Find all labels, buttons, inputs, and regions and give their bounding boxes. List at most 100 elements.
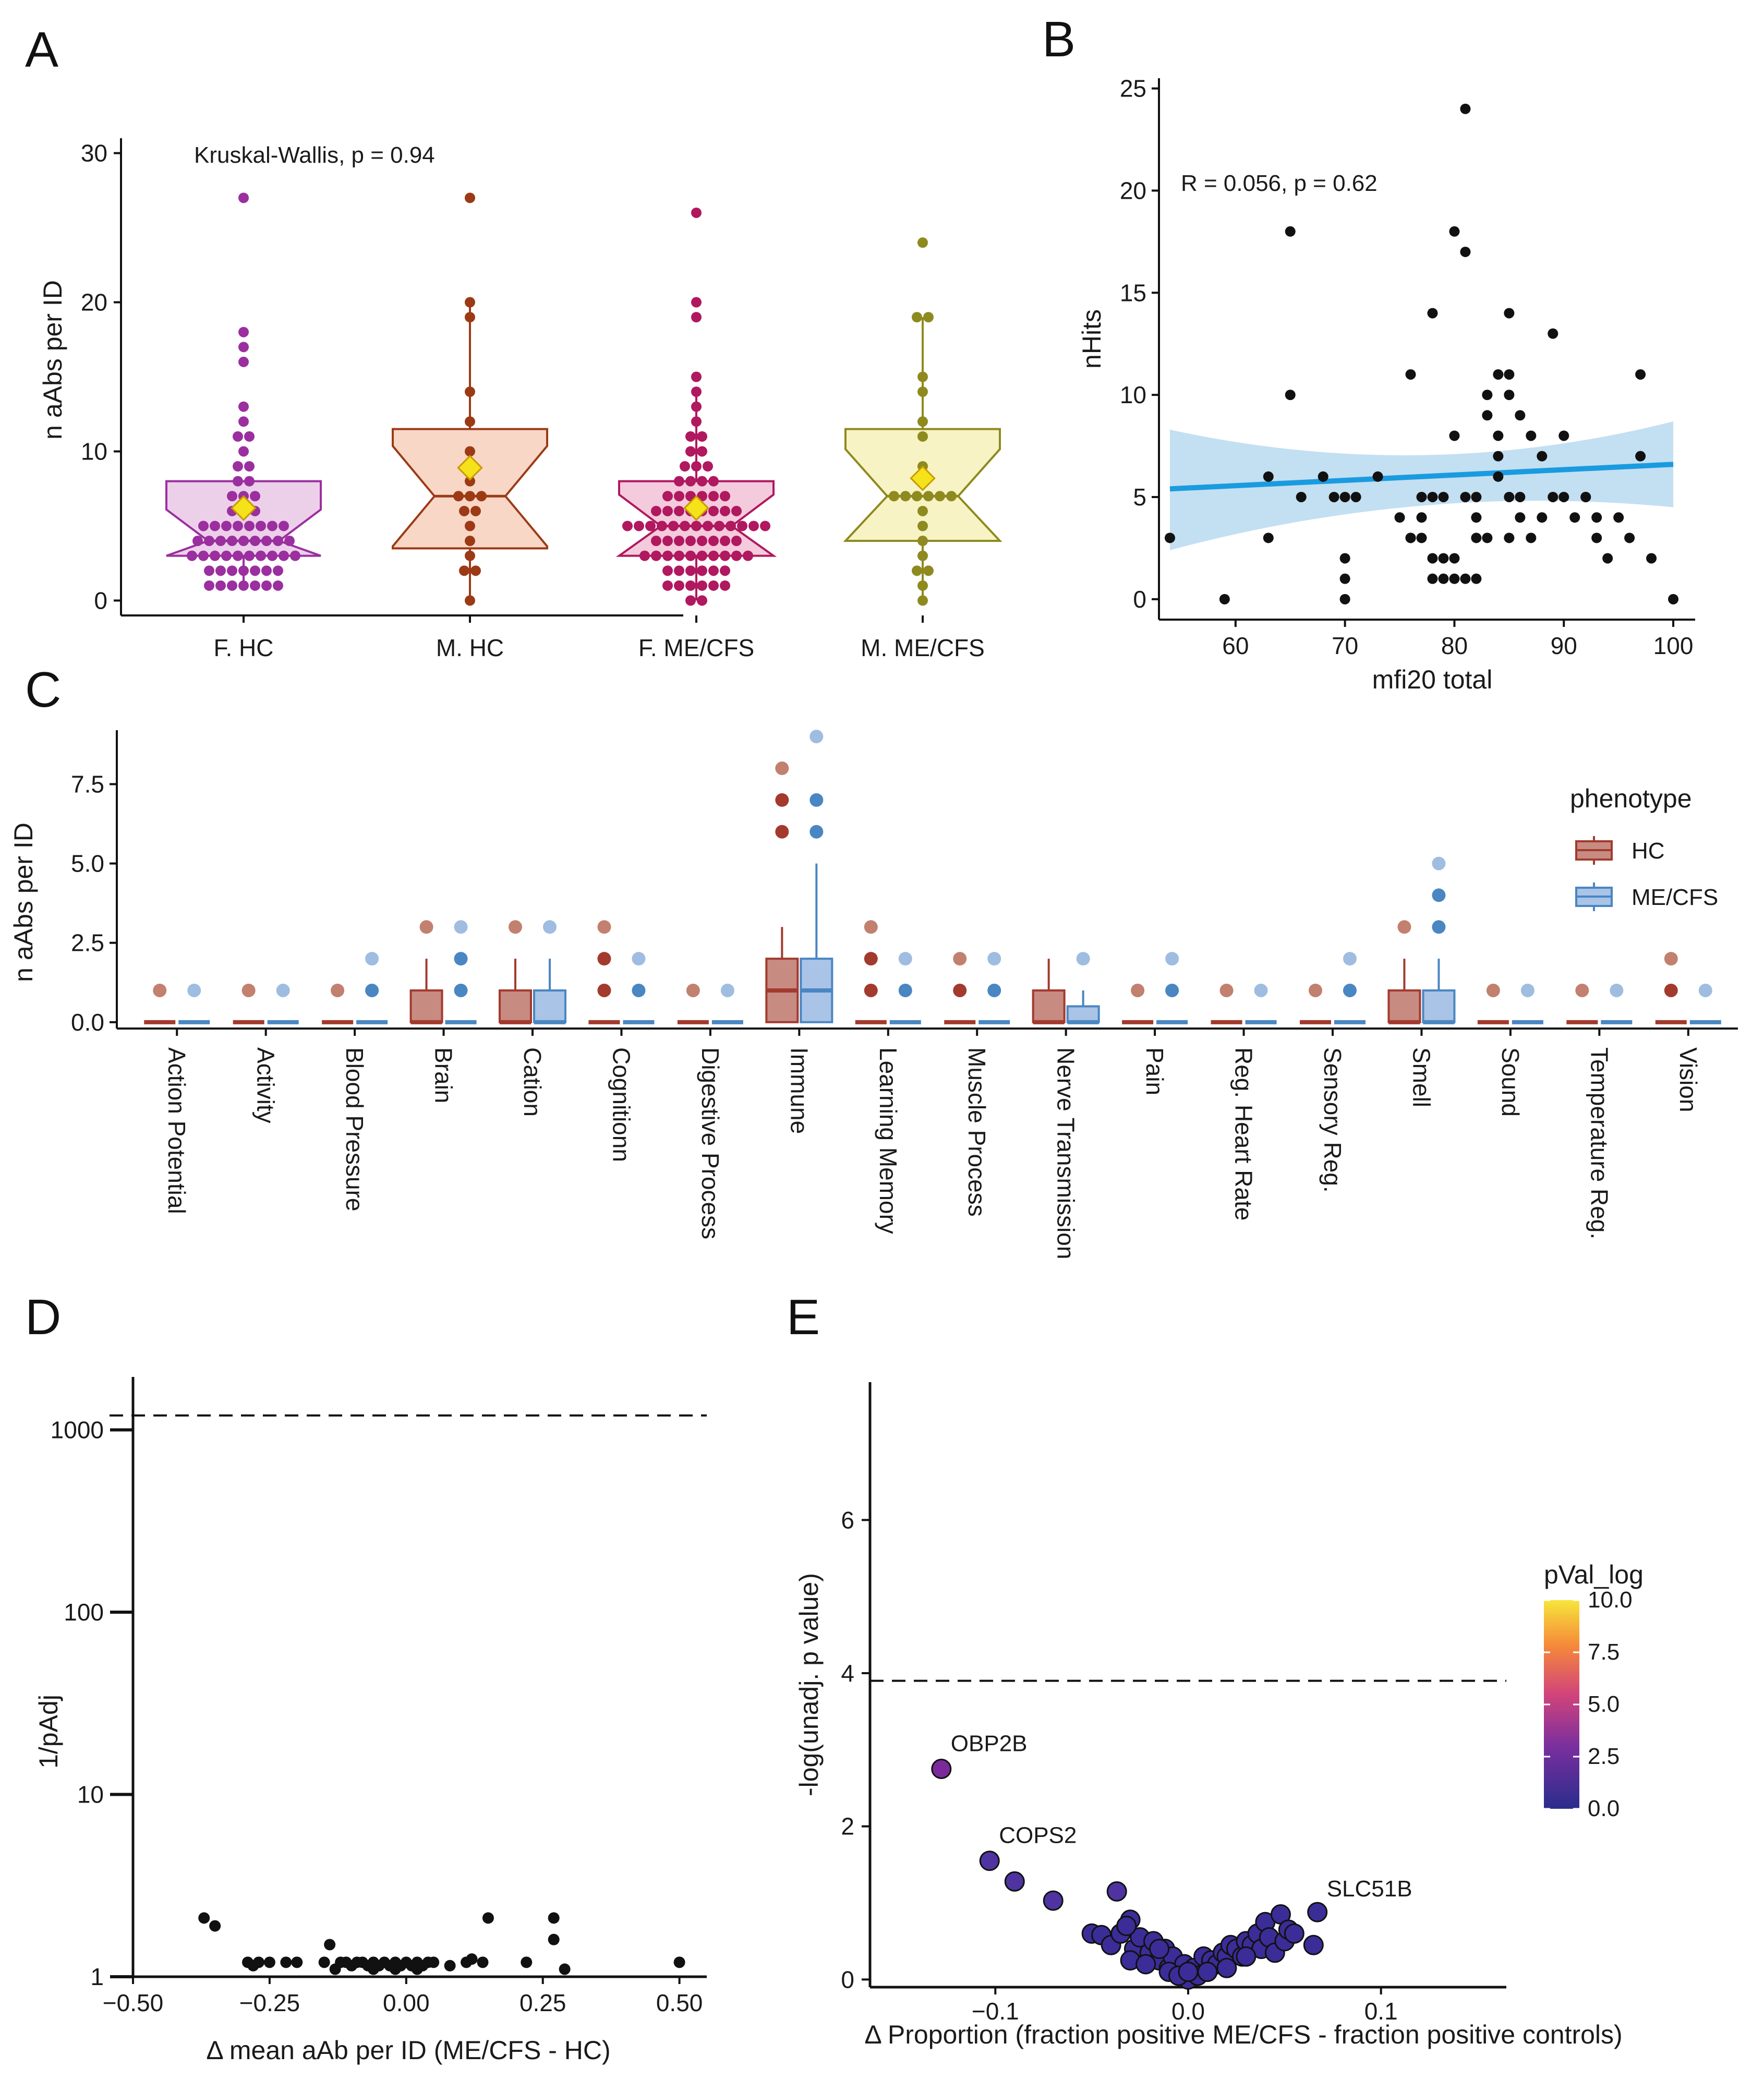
panel-b-data-point [1372,471,1383,482]
panel-a-data-point [697,476,707,487]
panel-a-data-point [657,521,667,531]
panel-a-data-point [691,461,702,472]
panel-a-y-tick-label: 30 [81,140,107,167]
panel-d-data-point [673,1956,685,1968]
panel-a-data-point [674,565,684,576]
panel-a-data-point [685,446,696,457]
panel-a-data-point [917,505,928,516]
panel-a-data-point [215,565,226,576]
panel-a-data-point [900,491,911,502]
panel-a-data-point [674,550,684,561]
panel-b-data-point [1493,451,1504,462]
panel-a-data-point [668,521,679,531]
panel-b-data-point [1339,491,1350,502]
panel-a-data-point [204,565,214,576]
panel-a-data-point [674,536,684,547]
panel-a-data-point [720,491,730,502]
panel-a-data-point [912,312,922,323]
panel-b-data-point [1449,226,1460,237]
panel-d-y-tick-label: 1 [90,1963,104,1990]
panel-c-outlier-point [809,825,824,839]
panel-a-mean-marker [231,495,257,521]
panel-a-y-tick-label: 10 [81,438,107,465]
panel-a-data-point [917,371,928,382]
panel-b-data-point [1515,491,1526,502]
panel-b-data-point [1613,512,1624,523]
panel-a-data-point [465,491,475,502]
panel-c-outlier-point [1698,983,1712,997]
panel-a-data-point [708,505,719,516]
panel-a-data-point [662,565,673,576]
panel-a-data-point [465,521,475,531]
panel-d-data-point [389,1963,401,1975]
panel-a-data-point [459,565,469,576]
panel-a-data-point [708,491,719,502]
panel-a-data-point [233,476,243,487]
panel-a-data-point [250,580,260,591]
panel-c-outlier-point [864,983,878,997]
panel-d-data-point [428,1956,440,1968]
panel-d-data-point [466,1953,478,1965]
panel-e-x-tick-label: 0.0 [1171,1998,1205,2025]
panel-e-data-point [1216,1957,1237,1978]
panel-a-data-point [917,237,928,248]
panel-a-data-point [917,386,928,397]
panel-c-outlier-point [775,825,789,839]
panel-b-data-point [1164,533,1175,543]
panel-c-outlier-point [1575,983,1589,997]
panel-a-data-point [697,550,707,561]
panel-b-data-point [1526,533,1537,543]
panel-a-data-point [459,505,469,516]
panel-a-data-point [674,476,684,487]
panel-a-data-point [662,505,673,516]
panel-a-data-point [244,521,255,531]
panel-a-data-point [923,565,934,576]
panel-b-y-tick-label: 10 [1120,381,1146,408]
panel-b-data-point [1438,573,1449,584]
panel-a-notched-box [392,428,548,550]
panel-a-data-point [267,550,277,561]
panel-a-data-point [244,461,255,472]
panel-c-outlier-point [1219,983,1234,997]
panel-a-data-point [691,401,702,412]
panel-a-data-point [662,491,673,502]
panel-d-data-point [367,1963,379,1975]
panel-a-x-tick-label: F. ME/CFS [638,634,754,661]
panel-b-data-point [1646,553,1657,564]
panel-c-outlier-point [1254,983,1268,997]
panel-a-data-point [238,565,249,576]
panel-b-data-point [1449,553,1460,564]
panel-a-data-point [674,505,684,516]
panel-e-colorbar-tick-label: 0.0 [1588,1796,1620,1821]
panel-a-data-point [691,386,702,397]
panel-a-data-point [204,580,214,591]
panel-e-data-point [1043,1890,1064,1911]
panel-a-data-point [708,536,719,547]
panel-e-y-tick-label: 6 [841,1506,854,1533]
panel-a-data-point [651,536,661,547]
panel-b-data-point [1318,471,1328,482]
panel-e-y-tick-label: 0 [841,1966,854,1993]
panel-b-data-point [1482,410,1493,421]
panel-c-outlier-point [864,920,878,934]
panel-c-outlier-point [1165,952,1179,966]
panel-b-data-point [1460,491,1471,502]
panel-a-data-point [703,461,713,472]
panel-b: R = 0.056, p = 0.62 mfi20 total nHits 0 5… [1077,75,1695,694]
panel-d-x-tick-label: −0.50 [103,1989,163,2016]
panel-a-data-point [261,580,272,591]
panel-a-data-point [215,536,226,547]
panel-b-y-tick-label: 0 [1133,586,1146,613]
panel-a-data-point [233,461,243,472]
panel-e-x-tick-label: 0.1 [1364,1998,1398,2025]
panel-b-data-point [1427,308,1438,319]
panel-a-data-point [697,431,707,442]
panel-b-data-point [1296,491,1307,502]
panel-e-data-point [1197,1962,1218,1982]
panel-a-data-point [691,416,702,427]
panel-c-outlier-point [987,952,1001,966]
panel-c-outlier-point [331,983,345,997]
panel-a-data-point [465,192,475,203]
panel-b-data-point [1339,553,1350,564]
panel-a-data-point [622,521,633,531]
